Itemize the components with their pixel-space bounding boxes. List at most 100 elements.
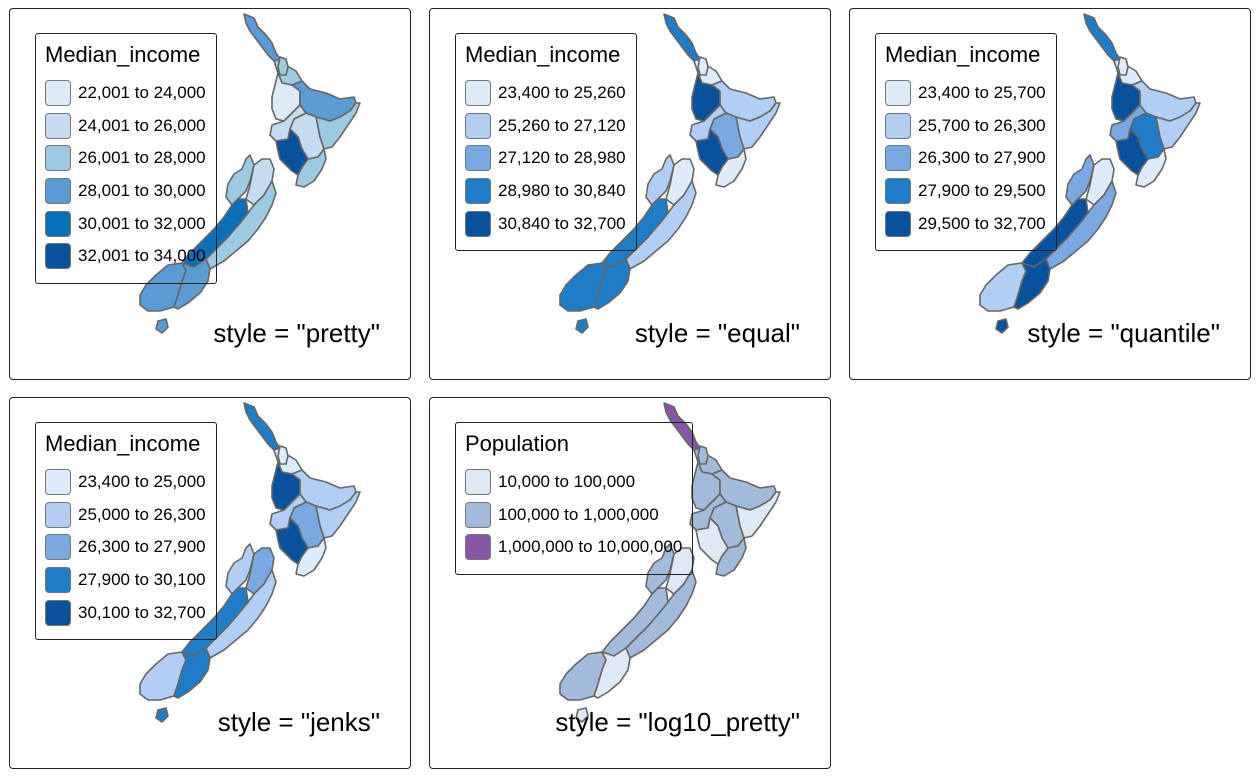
legend-item-label: 10,000 to 100,000 — [498, 472, 636, 492]
legend-item-label: 28,001 to 30,000 — [78, 181, 206, 201]
legend-item: 25,260 to 27,120 — [465, 110, 626, 143]
map-region — [1117, 56, 1129, 76]
style-caption: style = "pretty" — [213, 318, 380, 348]
legend-swatch — [45, 243, 71, 270]
map-region — [575, 318, 589, 334]
legend-item-label: 26,300 to 27,900 — [78, 537, 206, 557]
legend-item: 23,400 to 25,260 — [465, 77, 626, 110]
style-caption: style = "log10_pretty" — [555, 707, 800, 737]
legend-item-label: 23,400 to 25,000 — [78, 472, 206, 492]
map-panel-jenks: Median_income 23,400 to 25,000 25,000 to… — [9, 397, 411, 769]
legend-item: 27,900 to 29,500 — [885, 175, 1046, 208]
legend-item-label: 30,100 to 32,700 — [78, 602, 206, 622]
legend-swatch — [45, 501, 71, 528]
legend-item: 28,980 to 30,840 — [465, 175, 626, 208]
legend-swatch — [885, 80, 911, 107]
legend-swatch — [45, 567, 71, 594]
legend-swatch — [45, 145, 71, 172]
map-region — [1013, 258, 1051, 310]
legend-item-label: 23,400 to 25,700 — [918, 83, 1046, 103]
legend-item-label: 24,001 to 26,000 — [78, 115, 206, 135]
legend: Median_income 23,400 to 25,000 25,000 to… — [35, 422, 217, 640]
legend-item-label: 25,260 to 27,120 — [498, 115, 626, 135]
legend-swatch — [45, 534, 71, 561]
legend-swatch — [465, 178, 491, 205]
legend-title: Median_income — [45, 42, 201, 67]
map-region — [243, 402, 281, 455]
map-region — [1083, 13, 1121, 66]
legend-item: 26,300 to 27,900 — [885, 142, 1046, 175]
legend-swatch — [465, 469, 491, 496]
legend-swatch — [885, 145, 911, 172]
map-panel-equal: Median_income 23,400 to 25,260 25,260 to… — [429, 8, 831, 380]
legend-item-label: 1,000,000 to 10,000,000 — [498, 537, 683, 557]
map-panel-quantile: Median_income 23,400 to 25,700 25,700 to… — [849, 8, 1251, 380]
legend-item: 25,000 to 26,300 — [45, 499, 206, 532]
map-region — [697, 56, 709, 76]
map-region — [1115, 128, 1149, 176]
style-caption: style = "equal" — [634, 318, 800, 348]
legend-swatch — [885, 112, 911, 139]
map-region — [155, 707, 169, 723]
legend-swatch — [465, 112, 491, 139]
map-region — [243, 13, 281, 66]
style-caption: style = "quantile" — [1027, 318, 1220, 348]
legend-item-label: 32,001 to 34,000 — [78, 246, 206, 266]
legend-item-label: 22,001 to 24,000 — [78, 83, 206, 103]
map-region — [697, 445, 709, 465]
legend: Median_income 23,400 to 25,700 25,700 to… — [875, 33, 1057, 251]
legend-swatch — [465, 145, 491, 172]
legend-item: 30,001 to 32,000 — [45, 207, 206, 240]
legend-item: 28,001 to 30,000 — [45, 175, 206, 208]
map-region — [173, 258, 211, 310]
legend-item-label: 27,900 to 30,100 — [78, 570, 206, 590]
legend-title: Median_income — [885, 42, 1041, 67]
legend-item-label: 30,001 to 32,000 — [78, 213, 206, 233]
legend-item: 27,120 to 28,980 — [465, 142, 626, 175]
legend-swatch — [465, 501, 491, 528]
legend-swatch — [885, 210, 911, 237]
legend-item-label: 25,000 to 26,300 — [78, 504, 206, 524]
map-panel-log10-pretty: Population 10,000 to 100,000 100,000 to … — [429, 397, 831, 769]
map-region — [593, 647, 631, 699]
legend-swatch — [45, 112, 71, 139]
map-region — [275, 517, 309, 565]
legend-item: 29,500 to 32,700 — [885, 207, 1046, 240]
map-region — [173, 647, 211, 699]
legend-item: 23,400 to 25,000 — [45, 466, 206, 499]
legend-swatch — [465, 80, 491, 107]
legend-item-label: 27,900 to 29,500 — [918, 181, 1046, 201]
legend-item: 10,000 to 100,000 — [465, 466, 682, 499]
map-region — [695, 517, 729, 565]
map-region — [277, 445, 289, 465]
legend-swatch — [45, 210, 71, 237]
legend-item-label: 26,001 to 28,000 — [78, 148, 206, 168]
legend-swatch — [465, 534, 491, 561]
legend-title: Median_income — [465, 42, 621, 67]
legend-item: 27,900 to 30,100 — [45, 564, 206, 597]
nz-map — [559, 402, 781, 723]
legend-item: 23,400 to 25,700 — [885, 77, 1046, 110]
map-region — [663, 13, 701, 66]
legend-item: 1,000,000 to 10,000,000 — [465, 531, 682, 564]
nz-map — [559, 13, 781, 334]
legend-item-label: 25,700 to 26,300 — [918, 115, 1046, 135]
legend-swatch — [45, 469, 71, 496]
map-panel-pretty: Median_income 22,001 to 24,000 24,001 to… — [9, 8, 411, 380]
legend-item-label: 27,120 to 28,980 — [498, 148, 626, 168]
legend: Population 10,000 to 100,000 100,000 to … — [455, 422, 694, 575]
nz-map — [979, 13, 1201, 334]
legend-item: 100,000 to 1,000,000 — [465, 499, 682, 532]
legend-item-label: 100,000 to 1,000,000 — [498, 504, 659, 524]
legend-item: 26,001 to 28,000 — [45, 142, 206, 175]
legend-item: 24,001 to 26,000 — [45, 110, 206, 143]
legend-item: 30,100 to 32,700 — [45, 596, 206, 629]
legend-item: 26,300 to 27,900 — [45, 531, 206, 564]
map-region — [575, 707, 589, 723]
map-region — [695, 128, 729, 176]
legend-item: 22,001 to 24,000 — [45, 77, 206, 110]
legend-title: Median_income — [45, 431, 201, 456]
legend-item-label: 26,300 to 27,900 — [918, 148, 1046, 168]
legend-item-label: 28,980 to 30,840 — [498, 181, 626, 201]
legend-item-label: 23,400 to 25,260 — [498, 83, 626, 103]
